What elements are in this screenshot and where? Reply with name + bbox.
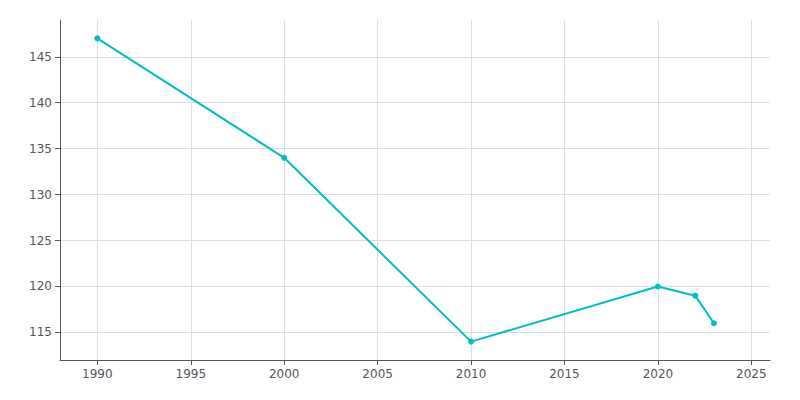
- svg-text:130: 130: [29, 188, 52, 202]
- svg-text:125: 125: [29, 234, 52, 248]
- svg-text:2000: 2000: [269, 367, 300, 381]
- svg-text:2015: 2015: [549, 367, 580, 381]
- svg-text:135: 135: [29, 142, 52, 156]
- svg-text:2005: 2005: [362, 367, 393, 381]
- svg-text:145: 145: [29, 50, 52, 64]
- svg-text:2020: 2020: [643, 367, 674, 381]
- svg-text:1990: 1990: [82, 367, 113, 381]
- svg-text:120: 120: [29, 279, 52, 293]
- svg-text:1995: 1995: [176, 367, 207, 381]
- svg-text:2025: 2025: [736, 367, 767, 381]
- svg-text:115: 115: [29, 325, 52, 339]
- svg-text:2010: 2010: [456, 367, 487, 381]
- svg-text:140: 140: [29, 96, 52, 110]
